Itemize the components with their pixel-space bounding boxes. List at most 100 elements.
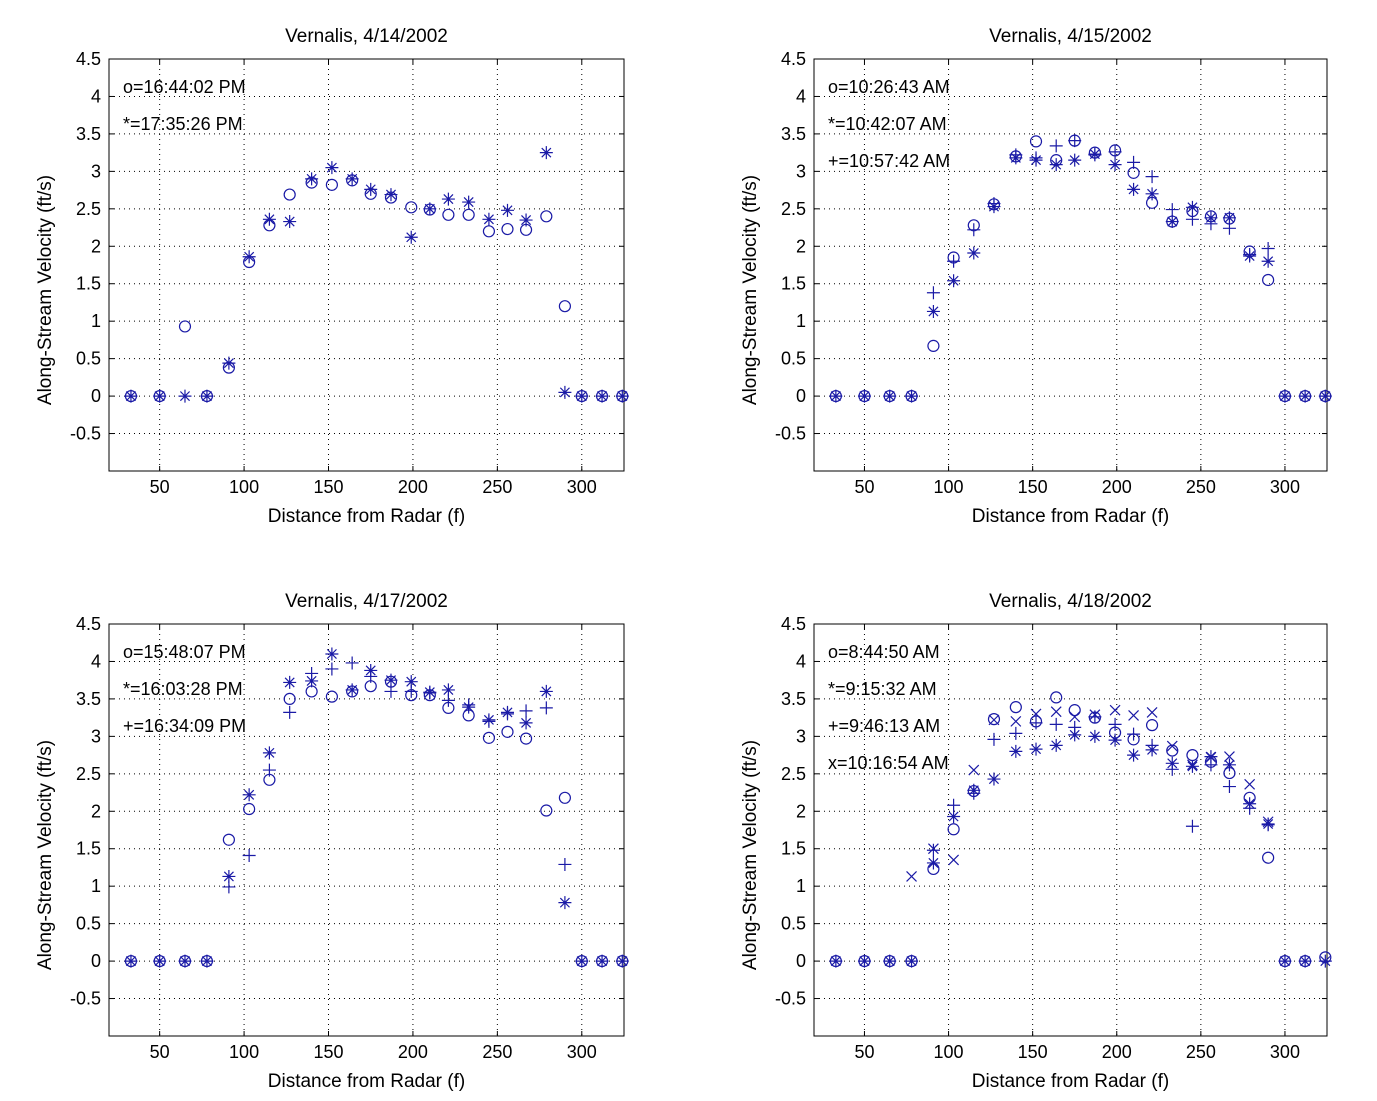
x-tick-label: 200 bbox=[398, 1042, 428, 1062]
data-point-plus bbox=[1222, 221, 1236, 235]
data-point-star bbox=[1029, 742, 1043, 756]
data-point-star bbox=[615, 389, 629, 403]
y-tick-label: 0 bbox=[796, 951, 806, 971]
data-point-x bbox=[1166, 740, 1178, 752]
data-point-star bbox=[441, 192, 455, 206]
y-tick-label: -0.5 bbox=[775, 989, 806, 1009]
x-tick-label: 150 bbox=[313, 1042, 343, 1062]
y-tick-label: 3.5 bbox=[781, 689, 806, 709]
data-point-star bbox=[1222, 758, 1236, 772]
data-point-plus bbox=[305, 666, 319, 680]
data-point-plus bbox=[500, 707, 514, 721]
data-point-circle bbox=[501, 222, 514, 236]
series-x bbox=[906, 704, 1274, 882]
data-point-star bbox=[857, 954, 871, 968]
y-tick-label: 1.5 bbox=[781, 274, 806, 294]
legend-entry: *=17:35:26 PM bbox=[123, 114, 243, 134]
legend-entry: o=8:44:50 AM bbox=[828, 642, 940, 662]
data-point-x bbox=[1069, 711, 1081, 723]
y-tick-label: 2.5 bbox=[781, 764, 806, 784]
data-point-star bbox=[558, 896, 572, 910]
data-point-plus bbox=[1204, 758, 1218, 772]
legend-entry: o=10:26:43 AM bbox=[828, 77, 950, 97]
data-point-circle bbox=[1166, 744, 1179, 757]
data-point-circle bbox=[927, 339, 940, 353]
legend-entry: o=16:44:02 PM bbox=[123, 77, 246, 97]
x-tick-label: 200 bbox=[1102, 1042, 1132, 1062]
data-point-star bbox=[325, 647, 339, 661]
data-point-plus bbox=[1204, 217, 1218, 231]
data-point-x bbox=[948, 854, 960, 866]
y-tick-label: 3.5 bbox=[781, 124, 806, 144]
series-plus bbox=[222, 656, 572, 894]
data-point-circle bbox=[540, 804, 553, 817]
y-tick-label: 4 bbox=[796, 651, 806, 671]
data-point-star bbox=[222, 356, 236, 370]
data-point-star bbox=[283, 675, 297, 689]
data-point-star bbox=[1278, 389, 1292, 403]
x-tick-label: 50 bbox=[150, 477, 170, 497]
y-tick-label: 0.5 bbox=[76, 349, 101, 369]
data-point-star bbox=[1278, 954, 1292, 968]
x-tick-label: 300 bbox=[1270, 1042, 1300, 1062]
legend-entry: *=16:03:28 PM bbox=[123, 679, 243, 699]
data-point-star bbox=[905, 389, 919, 403]
data-point-star bbox=[500, 203, 514, 217]
data-point-plus bbox=[345, 656, 359, 670]
data-point-plus bbox=[1009, 726, 1023, 740]
data-point-star bbox=[178, 389, 192, 403]
data-point-plus bbox=[1029, 151, 1043, 165]
data-point-star bbox=[462, 195, 476, 209]
chart-panel-3: Vernalis, 4/17/2002 50 100 150 200 250 300 -0.5… bbox=[35, 591, 629, 1092]
data-point-star bbox=[1165, 215, 1179, 229]
x-axis-label: Distance from Radar (f) bbox=[972, 1071, 1169, 1092]
legend-entry: x=10:16:54 AM bbox=[828, 753, 949, 773]
data-point-x bbox=[1205, 751, 1217, 763]
y-tick-label: 1.5 bbox=[781, 839, 806, 859]
data-point-star bbox=[222, 869, 236, 883]
data-point-star bbox=[857, 389, 871, 403]
data-point-plus bbox=[1261, 818, 1275, 832]
data-point-x bbox=[1050, 706, 1062, 718]
data-point-star bbox=[575, 389, 589, 403]
y-tick-label: 4 bbox=[91, 651, 101, 671]
x-tick-label: 150 bbox=[1018, 1042, 1048, 1062]
data-point-star bbox=[305, 172, 319, 186]
series-plus bbox=[926, 134, 1275, 300]
data-point-plus bbox=[926, 286, 940, 300]
data-point-circle bbox=[325, 690, 338, 703]
x-axis-label: Distance from Radar (f) bbox=[972, 506, 1169, 527]
data-point-plus bbox=[441, 693, 455, 707]
y-tick-label: 4 bbox=[91, 86, 101, 106]
y-tick-label: 0 bbox=[91, 951, 101, 971]
series-plus bbox=[926, 710, 1275, 857]
data-point-star bbox=[1088, 729, 1102, 743]
data-point-star bbox=[283, 215, 297, 229]
data-point-x bbox=[1224, 751, 1235, 763]
y-tick-label: 0 bbox=[796, 386, 806, 406]
data-point-plus bbox=[1222, 780, 1236, 794]
data-point-circle bbox=[1262, 273, 1275, 287]
data-point-plus bbox=[384, 684, 398, 698]
data-point-circle bbox=[947, 823, 960, 836]
data-point-circle bbox=[222, 833, 235, 846]
data-point-star bbox=[595, 954, 609, 968]
y-axis-label: Along-Stream Velocity (ft/s) bbox=[35, 175, 56, 405]
data-point-star bbox=[926, 304, 940, 318]
data-point-star bbox=[519, 213, 533, 227]
data-point-circle bbox=[540, 210, 553, 223]
data-point-star bbox=[200, 954, 214, 968]
data-point-star bbox=[1185, 759, 1199, 773]
data-point-star bbox=[200, 389, 214, 403]
x-tick-label: 50 bbox=[854, 477, 874, 497]
x-tick-label: 50 bbox=[854, 1042, 874, 1062]
data-point-circle bbox=[405, 201, 418, 214]
data-point-plus bbox=[364, 669, 378, 683]
data-point-star bbox=[1185, 200, 1199, 214]
data-point-star bbox=[575, 954, 589, 968]
data-point-plus bbox=[926, 843, 940, 857]
data-point-x bbox=[1262, 816, 1274, 828]
data-point-star bbox=[441, 683, 455, 697]
y-tick-label: 2.5 bbox=[781, 199, 806, 219]
